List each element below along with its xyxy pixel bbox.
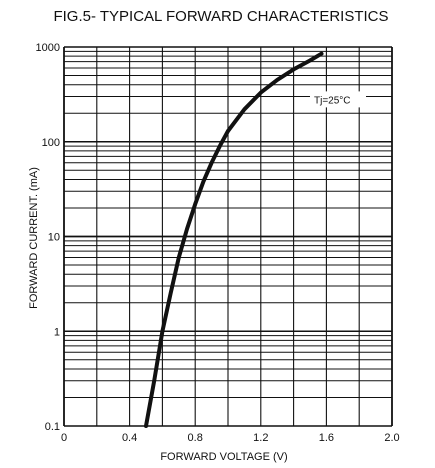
y-tick-label: 0.1	[45, 421, 60, 433]
x-tick-label: 1.6	[319, 432, 334, 444]
x-tick-label: 0.8	[188, 432, 203, 444]
chart-title: FIG.5- TYPICAL FORWARD CHARACTERISTICS	[53, 8, 388, 25]
y-tick-label: 100	[42, 137, 60, 149]
x-tick-label: 2.0	[384, 432, 399, 444]
y-axis-label: FORWARD CURRENT. (mA)	[28, 167, 40, 309]
chart-grid	[63, 46, 393, 427]
x-axis-label: FORWARD VOLTAGE (V)	[160, 451, 287, 463]
y-tick-label: 1	[54, 326, 60, 338]
x-tick-label: 1.2	[253, 432, 268, 444]
x-tick-label: 0.4	[122, 432, 137, 444]
x-tick-label: 0	[61, 432, 67, 444]
y-tick-label: 10	[48, 232, 60, 244]
forward-characteristic-curve	[144, 51, 324, 428]
temperature-annotation-box	[310, 91, 366, 108]
temperature-annotation: Tj=25°C	[314, 95, 351, 106]
y-tick-label: 1000	[36, 42, 60, 54]
axis-ticks: 0 0.4 0.8 1.2 1.6 2.0 0.1 1 10 100 1000	[36, 42, 400, 444]
